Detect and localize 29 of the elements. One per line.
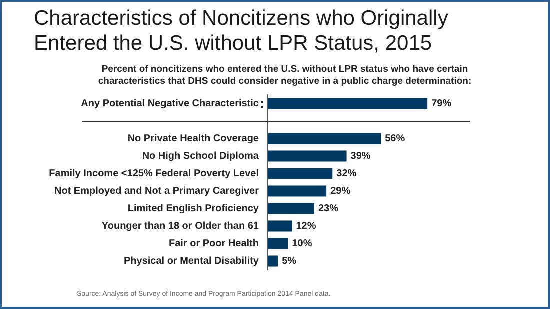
- y-tick-label: Any Potential Negative Characteristic: [81, 98, 260, 110]
- data-label: 5%: [282, 256, 297, 267]
- y-tick-label: Physical or Mental Disability: [124, 256, 260, 267]
- bar: [268, 168, 333, 180]
- data-label: 39%: [350, 151, 371, 162]
- chart-title: Characteristics of Noncitizens who Originally Entered the U.S. without LPR Status, 2015: [34, 6, 450, 56]
- y-tick-label: No Private Health Coverage: [128, 134, 260, 144]
- y-tick-label: Fair or Poor Health: [168, 238, 259, 250]
- bar: [268, 203, 314, 214]
- data-label: 10%: [292, 238, 312, 250]
- bar: [268, 98, 428, 110]
- data-label: 32%: [336, 168, 357, 180]
- bar: [268, 256, 278, 267]
- bar: [268, 133, 382, 144]
- data-label: 56%: [385, 134, 406, 144]
- y-tick-label: Limited English Proficiency: [128, 204, 260, 214]
- data-label: 79%: [432, 98, 452, 110]
- y-tick-label: Family Income <125% Federal Poverty Level: [49, 168, 260, 180]
- bar: [268, 238, 288, 250]
- y-tick-label: Younger than 18 or Older than 61: [102, 221, 260, 232]
- bar: [268, 220, 292, 232]
- y-tick-label: No High School Diploma: [142, 151, 260, 162]
- bar: [268, 150, 347, 162]
- data-label: 12%: [296, 221, 316, 232]
- y-tick-label: Not Employed and Not a Primary Caregiver: [54, 186, 260, 197]
- chart-subtitle: Percent of noncitizens who entered the U.S. without LPR status who have certain characteristics that DHS could consider negative in a public charge determination:: [97, 64, 473, 88]
- bar: [268, 186, 327, 197]
- data-label: 23%: [318, 204, 339, 214]
- data-label: 29%: [330, 186, 351, 197]
